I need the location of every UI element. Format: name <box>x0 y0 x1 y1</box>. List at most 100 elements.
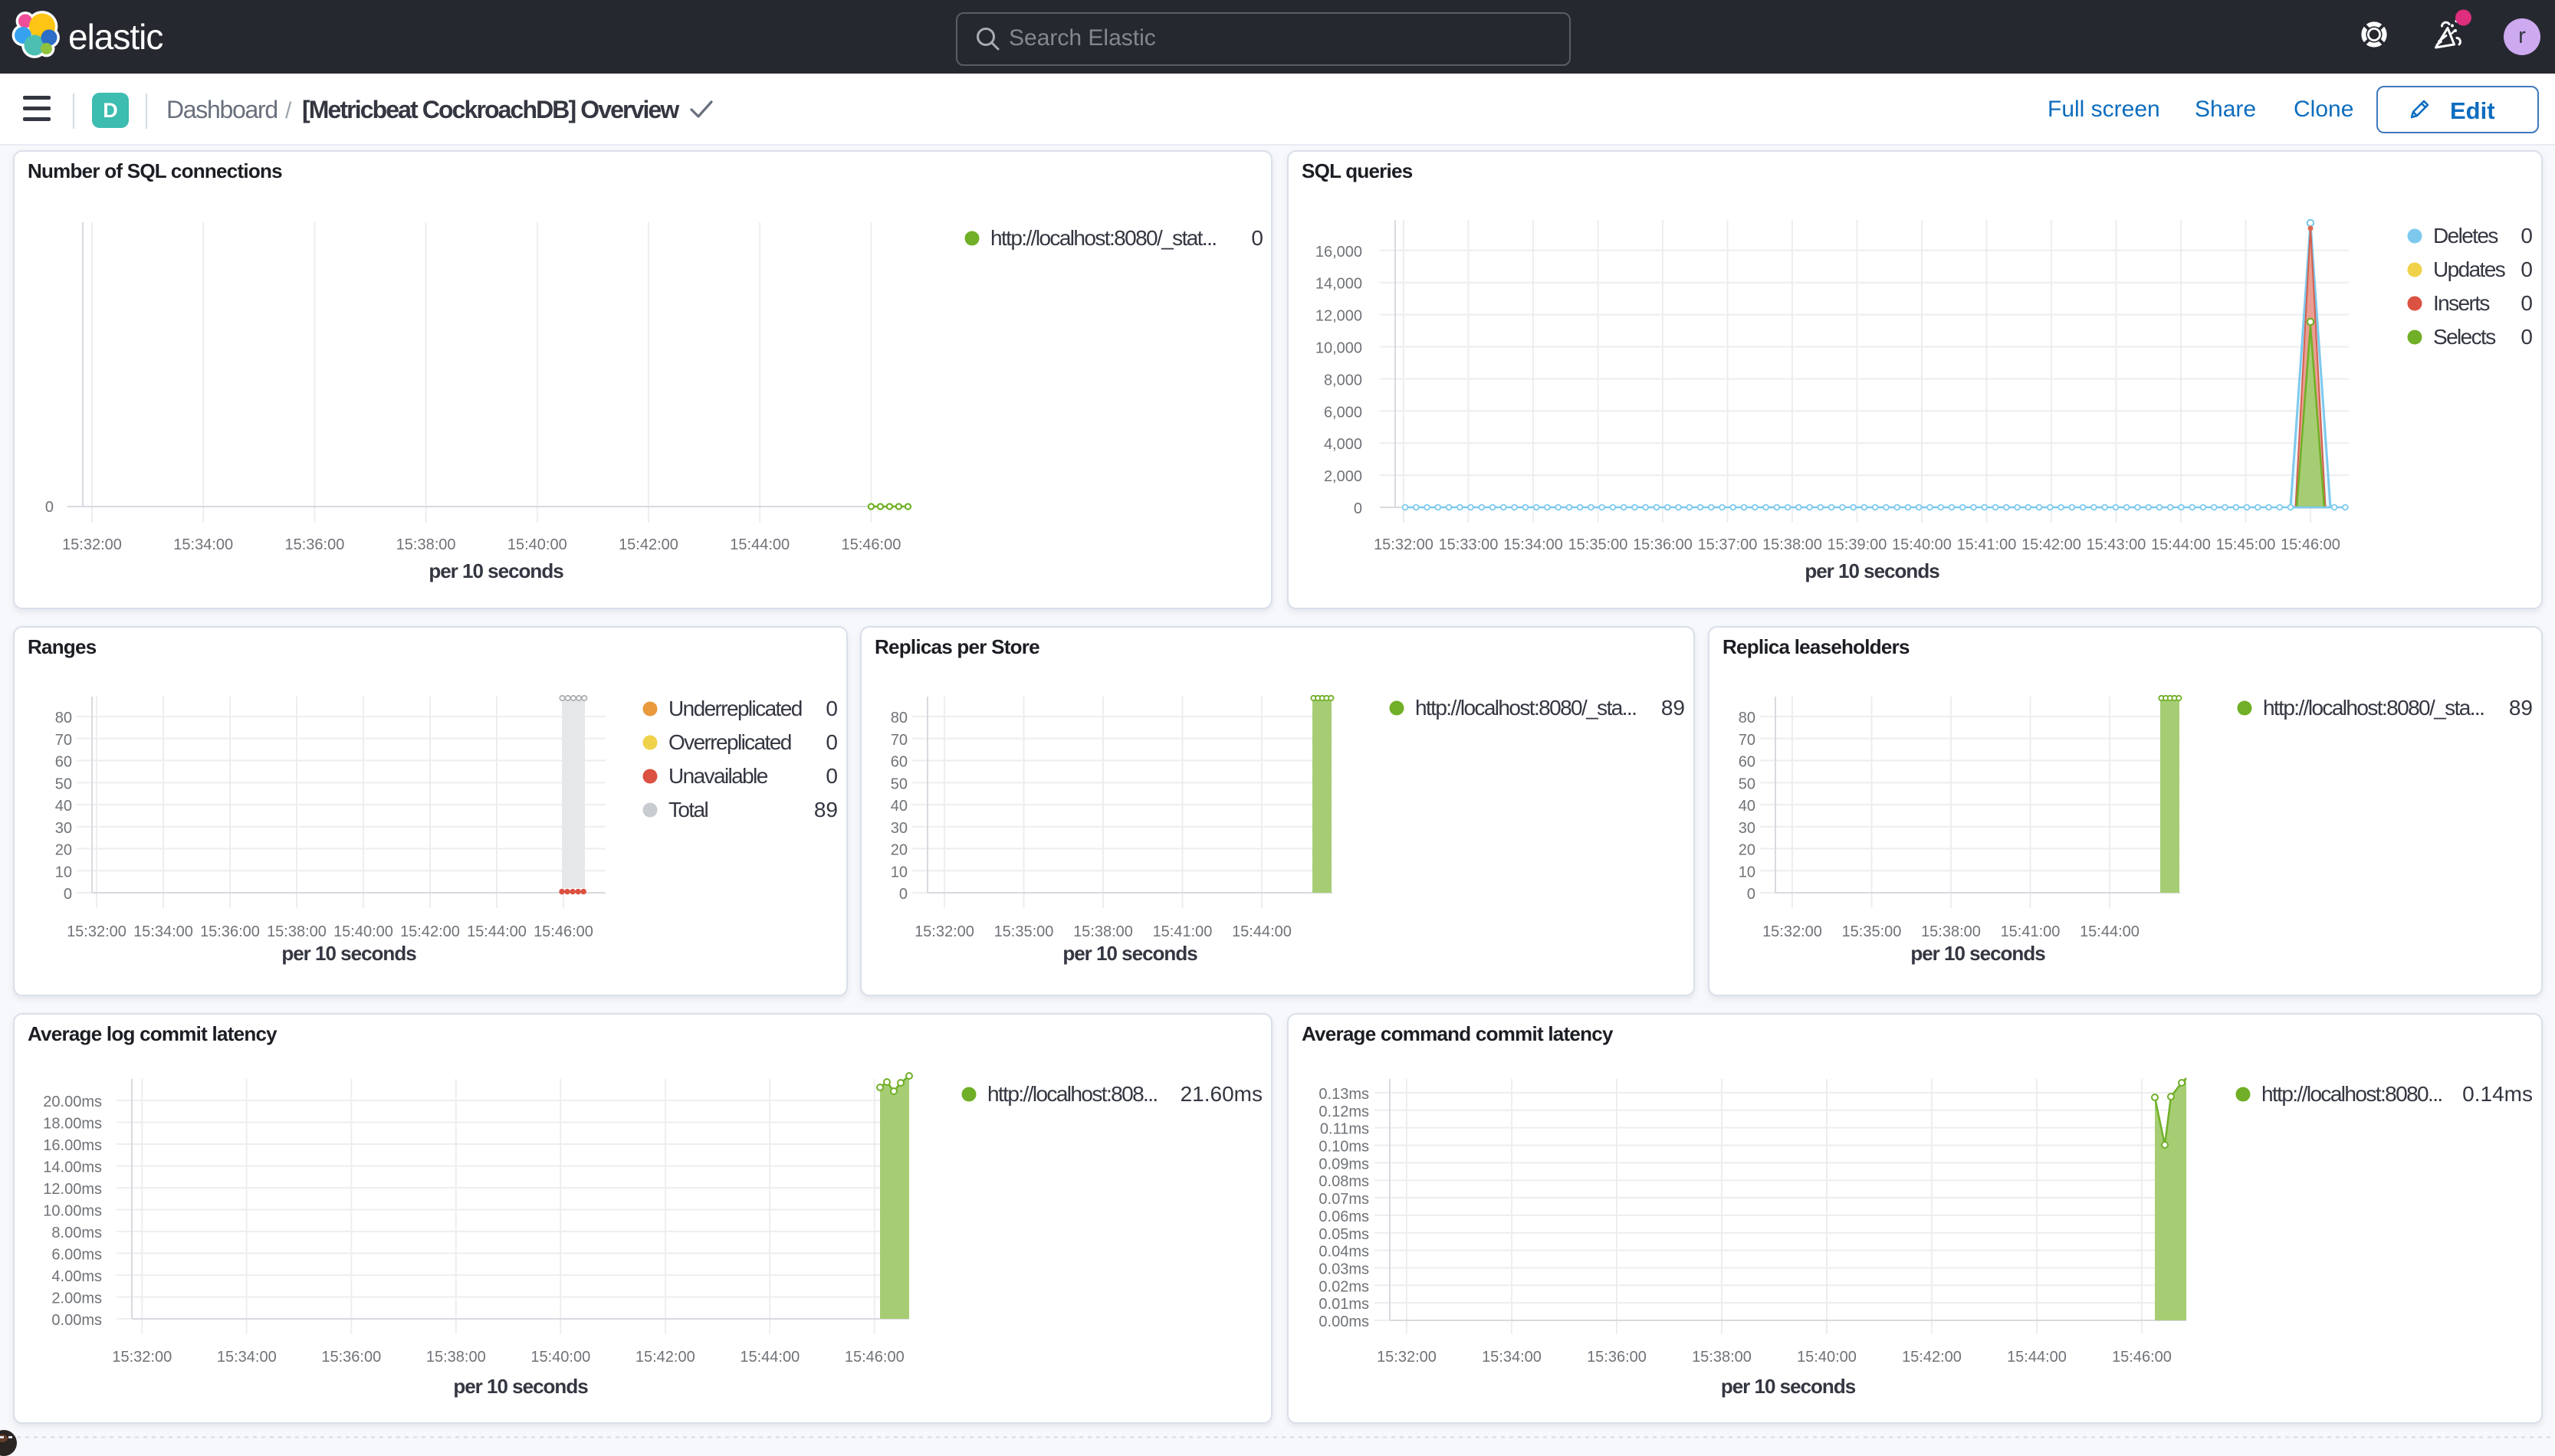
svg-text:10.00ms: 10.00ms <box>43 1203 102 1220</box>
svg-text:0: 0 <box>45 499 54 516</box>
svg-text:15:40:00: 15:40:00 <box>507 536 567 553</box>
svg-text:50: 50 <box>891 776 908 792</box>
svg-text:6.00ms: 6.00ms <box>51 1247 102 1264</box>
svg-text:0.08ms: 0.08ms <box>1319 1173 1369 1190</box>
svg-text:per 10 seconds: per 10 seconds <box>453 1375 588 1398</box>
svg-text:15:46:00: 15:46:00 <box>534 923 593 940</box>
svg-text:15:42:00: 15:42:00 <box>619 536 678 553</box>
svg-text:15:32:00: 15:32:00 <box>62 536 122 553</box>
svg-text:Overreplicated: Overreplicated <box>668 730 791 754</box>
svg-text:0: 0 <box>2521 325 2533 349</box>
svg-text:4.00ms: 4.00ms <box>51 1268 102 1285</box>
svg-text:0.01ms: 0.01ms <box>1319 1296 1369 1313</box>
svg-text:http://localhost:808...: http://localhost:808... <box>987 1082 1158 1106</box>
svg-text:Total: Total <box>668 798 708 821</box>
svg-text:15:42:00: 15:42:00 <box>1902 1349 1962 1366</box>
svg-text:0: 0 <box>64 886 72 903</box>
svg-text:4,000: 4,000 <box>1324 436 1362 453</box>
svg-text:15:40:00: 15:40:00 <box>1797 1349 1857 1366</box>
svg-text:15:39:00: 15:39:00 <box>1828 536 1887 553</box>
svg-text:15:40:00: 15:40:00 <box>333 923 393 940</box>
svg-text:15:38:00: 15:38:00 <box>426 1349 486 1366</box>
svg-text:http://localhost:8080...: http://localhost:8080... <box>2261 1082 2442 1106</box>
svg-text:http://localhost:8080/_sta...: http://localhost:8080/_sta... <box>1415 696 1636 720</box>
svg-text:89: 89 <box>814 798 838 821</box>
svg-text:15:33:00: 15:33:00 <box>1439 536 1499 553</box>
svg-text:0.11ms: 0.11ms <box>1320 1121 1369 1138</box>
svg-text:elastic: elastic <box>68 17 163 57</box>
svg-text:0.07ms: 0.07ms <box>1319 1191 1369 1208</box>
svg-text:14,000: 14,000 <box>1315 276 1362 293</box>
svg-text:0: 0 <box>826 697 838 720</box>
svg-text:10: 10 <box>55 864 72 880</box>
svg-text:0: 0 <box>899 886 908 903</box>
svg-text:0.13ms: 0.13ms <box>1319 1086 1369 1103</box>
svg-text:15:41:00: 15:41:00 <box>2001 923 2061 940</box>
svg-text:0.04ms: 0.04ms <box>1319 1244 1369 1261</box>
svg-text:6,000: 6,000 <box>1324 404 1362 421</box>
svg-text:0: 0 <box>826 764 838 788</box>
svg-text:10: 10 <box>891 864 908 880</box>
svg-text:40: 40 <box>891 798 908 815</box>
svg-text:18.00ms: 18.00ms <box>43 1116 102 1133</box>
svg-text:30: 30 <box>1739 820 1755 837</box>
svg-text:15:32:00: 15:32:00 <box>112 1349 172 1366</box>
svg-text:15:32:00: 15:32:00 <box>915 923 974 940</box>
svg-text:15:36:00: 15:36:00 <box>321 1349 381 1366</box>
svg-text:0: 0 <box>1747 886 1755 903</box>
svg-text:15:35:00: 15:35:00 <box>1842 923 1902 940</box>
svg-text:50: 50 <box>1739 776 1755 792</box>
svg-text:15:36:00: 15:36:00 <box>200 923 260 940</box>
svg-text:30: 30 <box>891 820 908 837</box>
svg-text:8.00ms: 8.00ms <box>51 1225 102 1241</box>
svg-text:15:44:00: 15:44:00 <box>2007 1349 2067 1366</box>
svg-text:40: 40 <box>55 798 72 815</box>
svg-text:0.03ms: 0.03ms <box>1319 1261 1369 1277</box>
svg-text:80: 80 <box>891 710 908 726</box>
svg-text:60: 60 <box>1739 754 1755 771</box>
svg-text:70: 70 <box>891 732 908 749</box>
svg-text:Updates: Updates <box>2433 257 2505 281</box>
svg-text:0.10ms: 0.10ms <box>1319 1139 1369 1156</box>
svg-text:15:38:00: 15:38:00 <box>1921 923 1981 940</box>
svg-text:20: 20 <box>1739 842 1755 859</box>
svg-text:15:32:00: 15:32:00 <box>1762 923 1822 940</box>
svg-text:89: 89 <box>1661 696 1685 720</box>
svg-text:per 10 seconds: per 10 seconds <box>1910 942 2045 965</box>
svg-text:20: 20 <box>55 842 72 859</box>
svg-text:15:44:00: 15:44:00 <box>2151 536 2211 553</box>
svg-text:50: 50 <box>55 776 72 792</box>
svg-text:0.12ms: 0.12ms <box>1319 1103 1369 1120</box>
svg-text:15:37:00: 15:37:00 <box>1698 536 1758 553</box>
svg-text:0: 0 <box>2521 257 2533 281</box>
svg-text:0: 0 <box>2521 291 2533 315</box>
svg-text:0.09ms: 0.09ms <box>1319 1156 1369 1172</box>
svg-text:0.14ms: 0.14ms <box>2462 1082 2533 1106</box>
svg-text:15:40:00: 15:40:00 <box>530 1349 590 1366</box>
svg-text:per 10 seconds: per 10 seconds <box>1805 559 1939 582</box>
svg-text:20.00ms: 20.00ms <box>43 1094 102 1110</box>
svg-text:Deletes: Deletes <box>2433 224 2498 248</box>
svg-text:0.00ms: 0.00ms <box>1319 1313 1369 1330</box>
svg-text:15:46:00: 15:46:00 <box>2281 536 2340 553</box>
svg-text:15:38:00: 15:38:00 <box>396 536 456 553</box>
svg-text:15:44:00: 15:44:00 <box>467 923 527 940</box>
svg-text:12,000: 12,000 <box>1315 308 1362 325</box>
svg-text:15:44:00: 15:44:00 <box>2080 923 2140 940</box>
svg-text:20: 20 <box>891 842 908 859</box>
svg-text:15:44:00: 15:44:00 <box>740 1349 800 1366</box>
svg-text:15:46:00: 15:46:00 <box>2112 1349 2172 1366</box>
svg-text:15:46:00: 15:46:00 <box>845 1349 905 1366</box>
svg-text:15:42:00: 15:42:00 <box>2021 536 2081 553</box>
svg-text:15:41:00: 15:41:00 <box>1957 536 2017 553</box>
svg-text:http://localhost:8080/_sta...: http://localhost:8080/_sta... <box>2263 696 2484 720</box>
svg-text:15:32:00: 15:32:00 <box>1377 1349 1437 1366</box>
svg-text:16,000: 16,000 <box>1315 244 1362 261</box>
svg-text:15:42:00: 15:42:00 <box>400 923 460 940</box>
svg-text:per 10 seconds: per 10 seconds <box>1721 1375 1856 1398</box>
svg-text:15:34:00: 15:34:00 <box>1503 536 1563 553</box>
svg-text:60: 60 <box>55 754 72 771</box>
svg-text:15:35:00: 15:35:00 <box>1568 536 1628 553</box>
svg-text:0: 0 <box>1354 500 1362 517</box>
svg-text:89: 89 <box>2509 696 2533 720</box>
